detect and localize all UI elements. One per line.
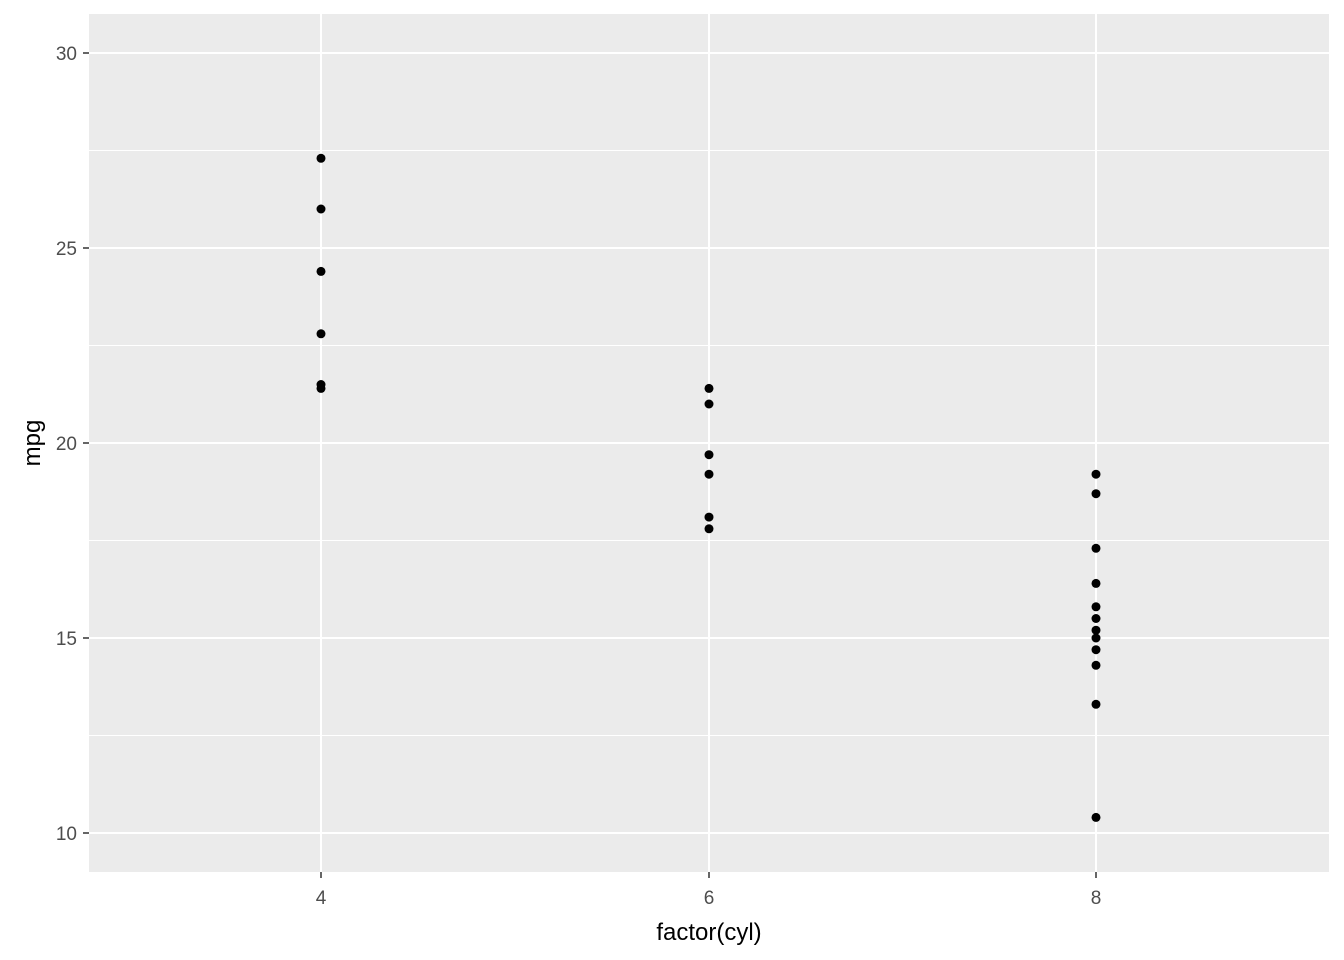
- data-point: [316, 329, 326, 339]
- y-tick-label: 25: [56, 239, 77, 260]
- data-point: [1091, 625, 1101, 635]
- data-point: [704, 524, 714, 534]
- data-points: [316, 153, 1101, 822]
- data-point: [704, 512, 714, 522]
- x-axis-ticks: 4 6 8: [316, 872, 1102, 909]
- x-axis-title: factor(cyl): [656, 919, 761, 946]
- data-point: [316, 204, 326, 214]
- data-point: [1091, 633, 1101, 643]
- y-tick-label: 15: [56, 629, 77, 650]
- data-point: [704, 469, 714, 479]
- data-point: [316, 153, 326, 163]
- x-tick-label: 4: [316, 888, 327, 909]
- x-tick-label: 6: [704, 888, 715, 909]
- y-tick-label: 10: [56, 824, 77, 845]
- data-point: [704, 383, 714, 393]
- y-axis-ticks: 10 15 20 25 30: [56, 44, 89, 845]
- data-point: [316, 383, 326, 393]
- data-point: [1091, 812, 1101, 822]
- data-point: [1091, 489, 1101, 499]
- data-point: [1091, 543, 1101, 553]
- y-axis-title: mpg: [19, 420, 46, 467]
- data-point: [1091, 469, 1101, 479]
- y-tick-label: 30: [56, 44, 77, 65]
- major-gridlines: [89, 14, 1329, 872]
- data-point: [1091, 699, 1101, 709]
- data-point: [1091, 602, 1101, 612]
- data-point: [316, 266, 326, 276]
- data-point: [1091, 660, 1101, 670]
- data-point: [1091, 578, 1101, 588]
- data-point: [1091, 645, 1101, 655]
- data-point: [1091, 614, 1101, 623]
- x-tick-label: 8: [1091, 888, 1102, 909]
- y-tick-label: 20: [56, 434, 77, 455]
- data-point: [704, 450, 714, 460]
- data-point: [704, 399, 714, 409]
